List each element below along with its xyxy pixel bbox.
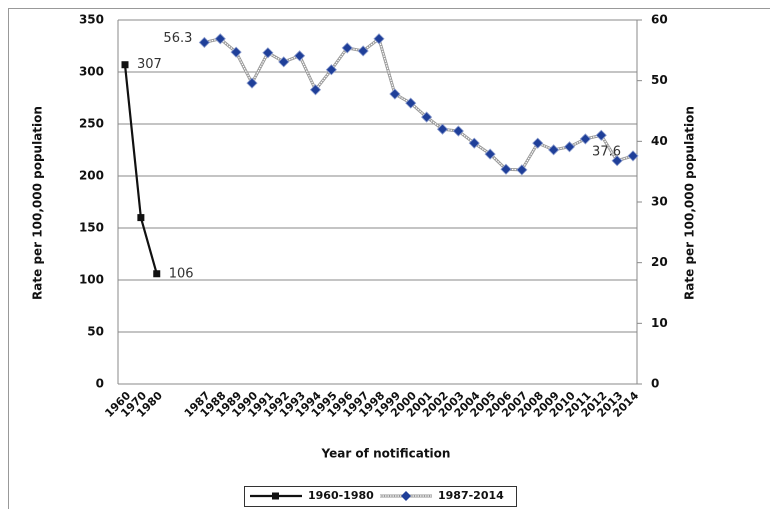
y2-tick-label: 10 <box>651 316 668 330</box>
point <box>122 61 129 68</box>
y2-axis-title: Rate per 100,000 population <box>683 106 697 300</box>
y2-tick-label: 50 <box>651 73 668 87</box>
point <box>153 270 160 277</box>
y-tick-label: 200 <box>79 169 104 183</box>
y-tick-label: 50 <box>87 325 104 339</box>
point <box>565 142 575 152</box>
data-label: 37.6 <box>592 144 621 159</box>
y2-tick-label: 30 <box>651 195 668 209</box>
data-label: 106 <box>169 266 194 281</box>
x-axis-title: Year of notification <box>321 447 451 461</box>
y2-tick-label: 20 <box>651 255 668 269</box>
y-axis-title: Rate per 100,000 population <box>31 106 45 300</box>
y-tick-label: 350 <box>79 13 104 27</box>
y-tick-label: 0 <box>96 377 104 391</box>
data-label: 307 <box>137 57 162 72</box>
y-tick-label: 100 <box>79 273 104 287</box>
series-line <box>125 65 157 274</box>
y2-tick-label: 60 <box>651 13 668 27</box>
y2-tick-label: 40 <box>651 134 668 148</box>
y-tick-label: 250 <box>79 117 104 131</box>
data-label: 56.3 <box>163 31 192 46</box>
point <box>295 51 305 61</box>
point <box>199 37 209 47</box>
point <box>137 214 144 221</box>
legend-label: 1987-2014 <box>438 489 504 502</box>
legend-marker <box>272 493 279 500</box>
point <box>580 134 590 144</box>
point <box>549 145 559 155</box>
y-tick-label: 300 <box>79 65 104 79</box>
y-tick-label: 150 <box>79 221 104 235</box>
y2-tick-label: 0 <box>651 377 659 391</box>
legend-label: 1960-1980 <box>308 489 374 502</box>
